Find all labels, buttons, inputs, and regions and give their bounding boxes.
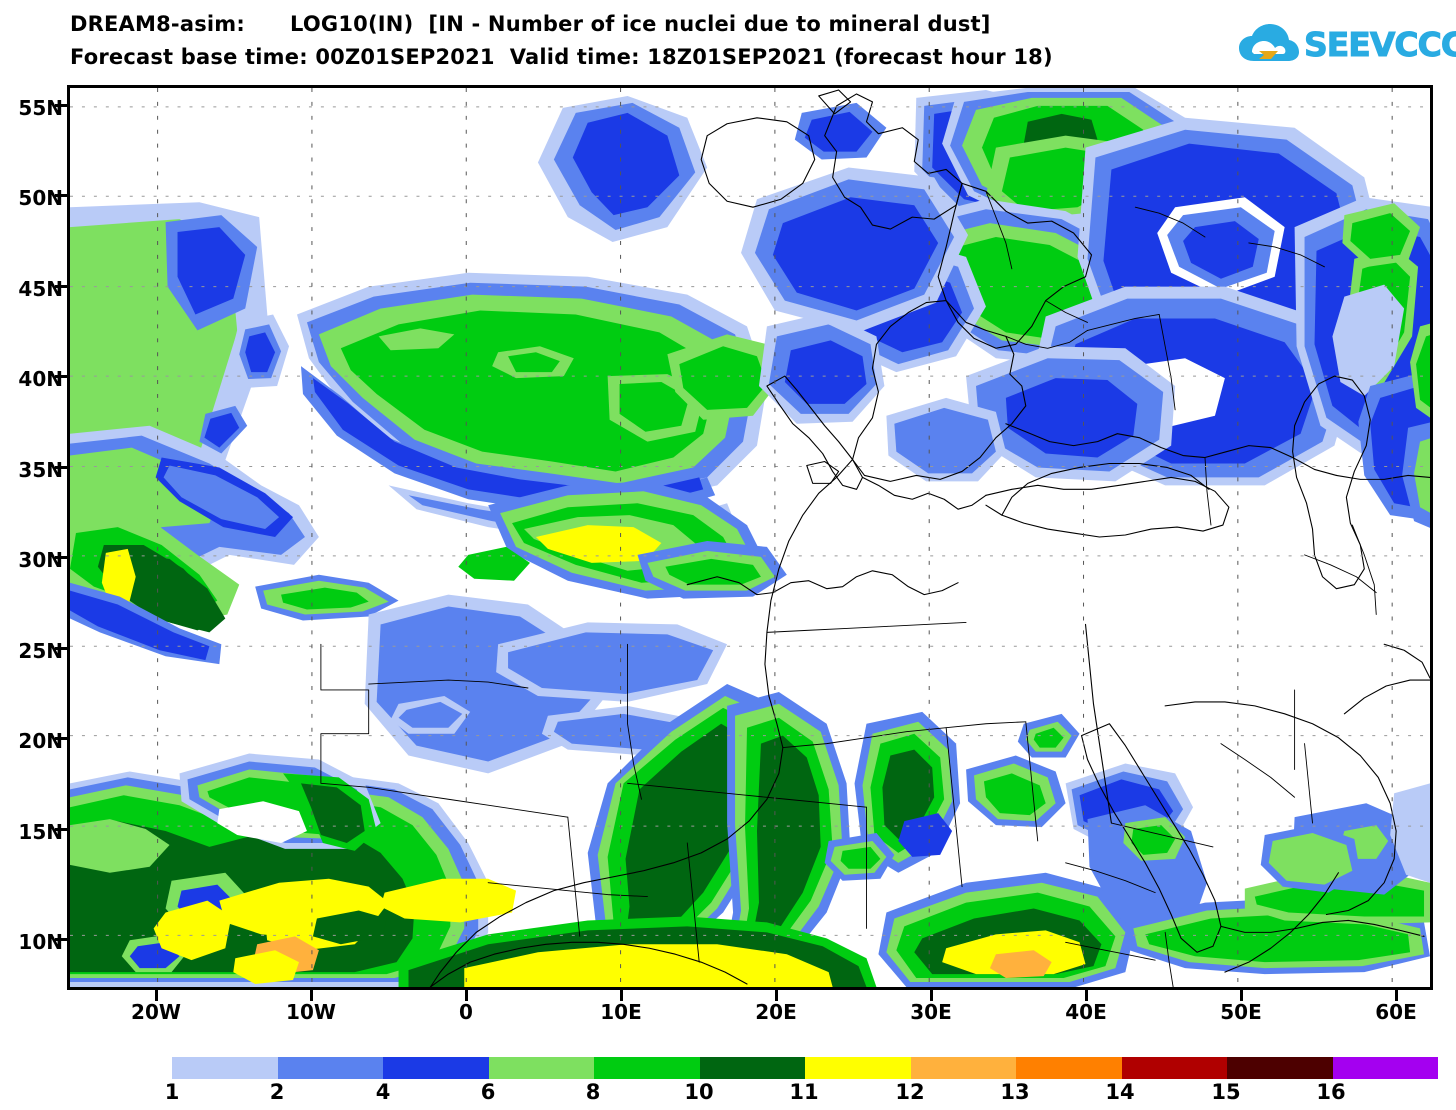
x-axis-tick [1085, 990, 1088, 1001]
logo-wordmark: SEEVCCC [1303, 25, 1456, 65]
y-axis-tick [55, 104, 67, 107]
x-tick-label: 10E [600, 1000, 642, 1024]
y-axis-tick [55, 737, 67, 740]
x-tick-label: 50E [1220, 1000, 1262, 1024]
seevccc-logo: SEEVCCC [1238, 22, 1456, 72]
colorbar-tick-label: 10 [684, 1080, 714, 1104]
x-tick-label: 20W [131, 1000, 181, 1024]
colorbar-band-10 [699, 1057, 805, 1079]
x-axis-tick [930, 990, 933, 1001]
colorbar-band-4 [383, 1057, 489, 1079]
y-tick-label: 10N [18, 930, 63, 954]
x-axis-tick [620, 990, 623, 1001]
colorbar-tick-label: 8 [585, 1080, 601, 1104]
coastline-layer [320, 89, 1430, 987]
colorbar-band-1 [172, 1057, 278, 1079]
y-tick-label: 35N [18, 458, 63, 482]
x-axis-tick [310, 990, 313, 1001]
y-axis-tick [55, 375, 67, 378]
colorbar-band-11 [805, 1057, 911, 1079]
y-axis-tick [55, 194, 67, 197]
colorbar-labels: 1 2 4 6 8 10 11 12 13 14 15 16 [0, 1080, 1456, 1108]
y-tick-label: 30N [18, 548, 63, 572]
y-axis-tick [55, 556, 67, 559]
y-axis-tick [55, 466, 67, 469]
y-axis-tick [55, 938, 67, 941]
colorbar-tick-label: 13 [1000, 1080, 1030, 1104]
y-tick-label: 15N [18, 820, 63, 844]
colorbar-band-15 [1227, 1057, 1333, 1079]
colorbar-band-13 [1016, 1057, 1122, 1079]
colorbar-tick-label: 4 [375, 1080, 391, 1104]
colorbar-band-14 [1121, 1057, 1227, 1079]
y-axis-tick [55, 828, 67, 831]
colorbar-tick-label: 1 [164, 1080, 180, 1104]
colorbar-band-6 [488, 1057, 594, 1079]
header: DREAM8-asim: LOG10(IN) [IN - Number of i… [0, 0, 1456, 84]
x-axis-tick [465, 990, 468, 1001]
y-tick-label: 20N [18, 729, 63, 753]
y-tick-label: 25N [18, 639, 63, 663]
cloud-icon [1239, 24, 1299, 61]
contour-fill-layer [70, 88, 1430, 987]
colorbar-tick-label: 15 [1211, 1080, 1241, 1104]
x-tick-label: 20E [755, 1000, 797, 1024]
colorbar-tick-label: 16 [1316, 1080, 1346, 1104]
colorbar-tick-label: 14 [1105, 1080, 1135, 1104]
dust-concentration-map [70, 88, 1430, 987]
colorbar-band-16 [1332, 1057, 1438, 1079]
colorbar [172, 1057, 1438, 1079]
x-axis-tick [1240, 990, 1243, 1001]
colorbar-band-8 [594, 1057, 700, 1079]
y-axis-tick [55, 285, 67, 288]
colorbar-tick-label: 2 [269, 1080, 285, 1104]
header-title-line: DREAM8-asim: LOG10(IN) [IN - Number of i… [70, 12, 991, 36]
y-tick-label: 50N [18, 186, 63, 210]
colorbar-band-2 [277, 1057, 383, 1079]
x-tick-label: 0 [459, 1000, 473, 1024]
y-tick-label: 40N [18, 367, 63, 391]
y-tick-label: 55N [18, 96, 63, 120]
x-tick-label: 40E [1065, 1000, 1107, 1024]
x-axis-tick [1395, 990, 1398, 1001]
y-tick-label: 45N [18, 277, 63, 301]
map-plot-area [67, 85, 1433, 990]
x-tick-label: 10W [286, 1000, 336, 1024]
x-tick-label: 30E [910, 1000, 952, 1024]
y-axis-tick [55, 647, 67, 650]
colorbar-tick-label: 12 [895, 1080, 925, 1104]
x-axis-tick [775, 990, 778, 1001]
colorbar-tick-label: 6 [480, 1080, 496, 1104]
colorbar-band-12 [910, 1057, 1016, 1079]
x-axis-tick [155, 990, 158, 1001]
colorbar-tick-label: 11 [789, 1080, 819, 1104]
header-time-line: Forecast base time: 00Z01SEP2021 Valid t… [70, 45, 1053, 69]
x-tick-label: 60E [1375, 1000, 1417, 1024]
